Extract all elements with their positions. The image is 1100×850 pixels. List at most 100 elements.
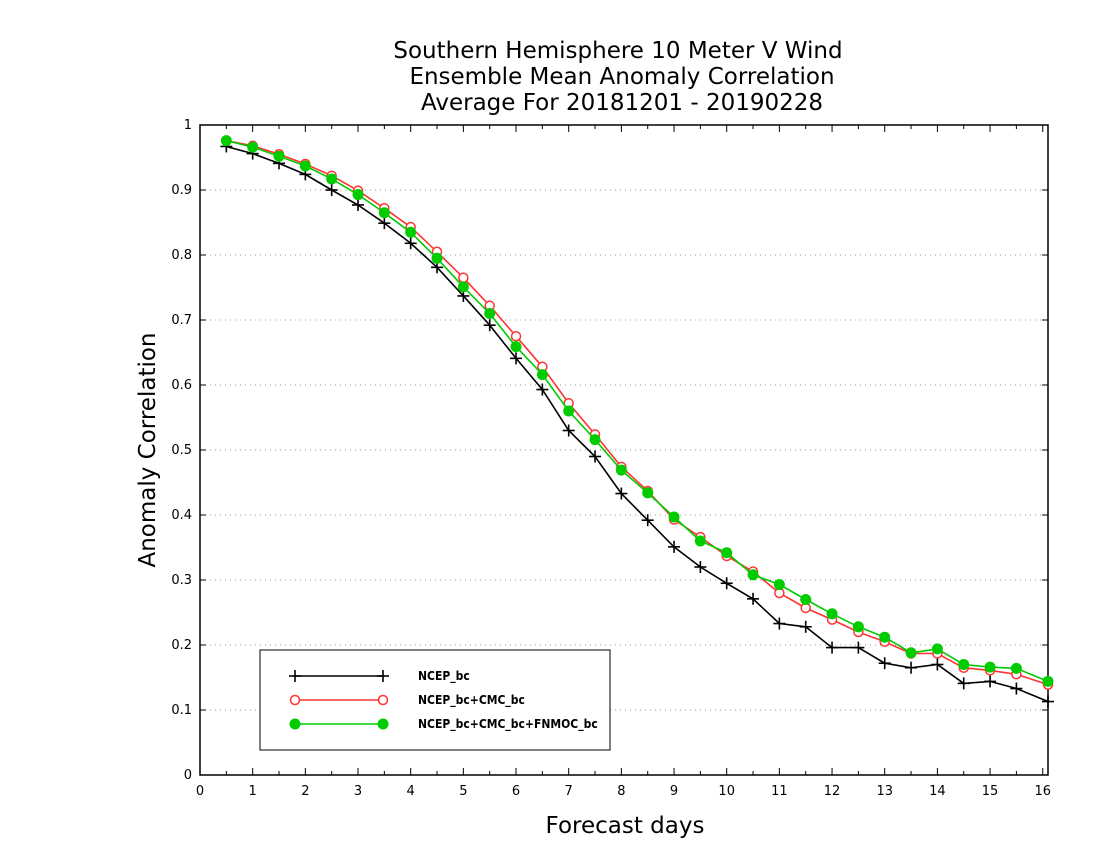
y-tick-label: 0.8 <box>171 248 192 263</box>
y-tick-label: 0.5 <box>171 443 192 458</box>
data-point <box>931 643 943 655</box>
data-point <box>325 184 338 196</box>
data-point <box>220 135 232 147</box>
x-tick-label: 12 <box>824 784 841 799</box>
title-line-3: Average For 20181201 - 20190228 <box>421 90 823 116</box>
x-tick-label: 11 <box>771 784 788 799</box>
x-tick-label: 5 <box>459 784 467 799</box>
series-layer <box>220 135 1054 708</box>
series-line <box>226 145 1049 703</box>
x-tick-label: 13 <box>876 784 893 799</box>
y-tick-label: 1 <box>184 118 192 133</box>
legend-marker <box>377 718 389 730</box>
legend-label: NCEP_bc+CMC_bc+FNMOC_bc <box>418 717 598 732</box>
data-point <box>747 592 760 605</box>
series-line <box>226 139 1049 683</box>
legend-marker <box>377 670 389 682</box>
data-point <box>484 308 496 319</box>
data-point <box>352 189 364 201</box>
data-point <box>405 226 417 238</box>
data-point <box>404 237 417 250</box>
data-point <box>457 281 469 293</box>
y-tick-label: 0.2 <box>171 638 192 653</box>
data-point <box>536 383 549 396</box>
data-point <box>326 173 338 185</box>
legend-marker <box>289 670 301 682</box>
data-point <box>510 341 522 353</box>
data-point <box>642 487 654 499</box>
data-point <box>852 641 865 654</box>
data-point <box>615 487 628 500</box>
grid <box>200 189 1048 711</box>
data-point <box>957 677 970 690</box>
series-1 <box>221 135 1054 690</box>
y-tick-label: 0.6 <box>171 378 192 393</box>
data-point <box>247 141 259 153</box>
title-line-1: Southern Hemisphere 10 Meter V Wind <box>393 38 842 64</box>
series-0 <box>220 140 1054 708</box>
y-tick-label: 0.3 <box>171 573 192 588</box>
data-point <box>694 561 707 573</box>
data-point <box>273 150 285 162</box>
y-tick-label: 0.9 <box>171 183 192 198</box>
chart-title: Southern Hemisphere 10 Meter V Wind Ense… <box>393 38 842 116</box>
series-line <box>226 139 1049 686</box>
data-point <box>852 621 864 633</box>
data-point <box>299 160 311 172</box>
legend-marker <box>377 694 389 706</box>
x-tick-label: 7 <box>565 784 573 799</box>
x-axis-label: Forecast days <box>546 813 705 839</box>
data-point <box>878 657 891 670</box>
data-point <box>721 547 733 559</box>
x-tick-label: 1 <box>249 784 257 799</box>
data-point <box>431 252 443 264</box>
data-point <box>773 579 785 591</box>
data-point <box>984 675 997 688</box>
legend-label: NCEP_bc <box>418 669 470 684</box>
data-point <box>826 608 838 620</box>
data-point <box>458 272 469 283</box>
data-point <box>931 658 944 671</box>
data-point <box>536 369 548 381</box>
data-point <box>378 217 391 230</box>
data-point <box>1010 682 1023 695</box>
data-point <box>905 661 918 674</box>
data-point <box>694 535 706 547</box>
y-tick-label: 0 <box>184 768 192 783</box>
data-point <box>1010 662 1022 674</box>
data-point <box>378 207 390 219</box>
data-point <box>800 594 812 605</box>
x-tick-label: 10 <box>718 784 735 799</box>
data-point <box>510 352 523 365</box>
x-tick-label: 6 <box>512 784 520 799</box>
data-point <box>773 617 786 630</box>
legend-label: NCEP_bc+CMC_bc <box>418 693 525 708</box>
series-2 <box>220 135 1054 687</box>
title-line-2: Ensemble Mean Anomaly Correlation <box>409 64 834 90</box>
x-tick-label: 16 <box>1034 784 1051 799</box>
data-point <box>483 319 496 332</box>
x-tick-label: 9 <box>670 784 678 799</box>
data-point <box>641 514 654 527</box>
y-axis-label: Anomaly Correlation <box>135 332 161 567</box>
data-point <box>352 198 365 211</box>
data-point <box>615 464 627 476</box>
x-tick-label: 2 <box>301 784 309 799</box>
data-point <box>668 511 680 523</box>
data-point <box>958 659 970 670</box>
data-point <box>1042 675 1054 687</box>
x-tick-label: 14 <box>929 784 946 799</box>
x-tick-label: 0 <box>196 784 204 799</box>
data-point <box>589 434 601 446</box>
x-tick-label: 15 <box>982 784 999 799</box>
data-point <box>984 661 996 673</box>
legend-marker <box>289 718 301 730</box>
data-point <box>747 569 759 581</box>
y-tick-label: 0.4 <box>171 508 192 523</box>
y-tick-label: 0.7 <box>171 313 192 328</box>
data-point <box>668 540 681 553</box>
x-tick-label: 8 <box>617 784 625 799</box>
data-point <box>589 450 602 463</box>
